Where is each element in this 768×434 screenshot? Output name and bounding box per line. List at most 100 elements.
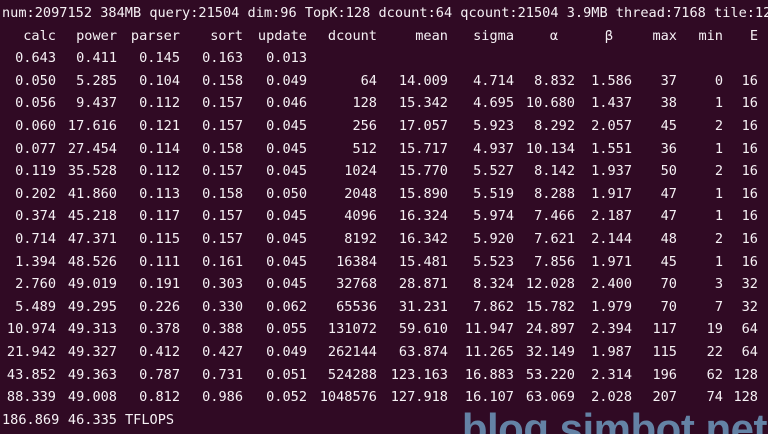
table-row: 0.119 35.528 0.112 0.157 0.045 1024 15.770 5.52… (2, 160, 768, 183)
cell: 15.481 (398, 253, 448, 270)
cell: 2 (714, 117, 723, 134)
cell: 1.551 (591, 140, 632, 157)
cell: 5.519 (473, 185, 514, 202)
cell: 0.045 (266, 163, 307, 180)
cell: 7.621 (534, 230, 575, 247)
cell: 53.220 (525, 366, 575, 383)
cell: 0.050 (266, 185, 307, 202)
cell: 128 (352, 95, 377, 112)
cell: 35.528 (67, 163, 117, 180)
cell: 1.979 (591, 298, 632, 315)
cell: 8.142 (534, 163, 575, 180)
cell: 49.295 (67, 298, 117, 315)
cell (307, 47, 377, 70)
cell: 0.412 (139, 343, 180, 360)
cell: 2 (714, 163, 723, 180)
cell: 41.860 (67, 185, 117, 202)
cell: 16.107 (464, 389, 514, 406)
cell: 31.231 (398, 298, 448, 315)
cell: 2.760 (15, 276, 56, 293)
cell: 32 (741, 276, 758, 293)
table-header-row: calc power parser sort update dcount mean sigma… (2, 25, 768, 48)
cell: 38 (660, 95, 677, 112)
cell: 65536 (336, 298, 377, 315)
cell: 0.191 (139, 276, 180, 293)
cell (377, 47, 448, 70)
cell: 0.986 (202, 389, 243, 406)
cell: 1 (714, 185, 723, 202)
cell: 0.055 (266, 321, 307, 338)
cell: 0.388 (202, 321, 243, 338)
column-header: calc (23, 27, 56, 44)
cell: 10.974 (6, 321, 56, 338)
cell: 1 (714, 95, 723, 112)
cell: 7.856 (534, 253, 575, 270)
cell: 15.342 (398, 95, 448, 112)
cell: 127.918 (390, 389, 448, 406)
cell: 15.717 (398, 140, 448, 157)
cell: 16 (741, 230, 758, 247)
cell: 0.330 (202, 298, 243, 315)
column-header: max (652, 27, 677, 44)
column-header: sigma (473, 27, 514, 44)
cell: 0.226 (139, 298, 180, 315)
cell: 117 (652, 321, 677, 338)
cell: 0.812 (139, 389, 180, 406)
cell: 196 (652, 366, 677, 383)
cell: 2.144 (591, 230, 632, 247)
cell: 22 (706, 343, 723, 360)
cell: 1.917 (591, 185, 632, 202)
cell: 123.163 (390, 366, 448, 383)
cell: 2048 (344, 185, 377, 202)
cell: 43.852 (6, 366, 56, 383)
cell: 50 (660, 163, 677, 180)
cell: 5.923 (473, 117, 514, 134)
column-header: β (604, 27, 613, 44)
cell: 0.157 (202, 208, 243, 225)
cell: 0.049 (266, 72, 307, 89)
cell: 0.643 (15, 50, 56, 67)
cell: 0.117 (139, 208, 180, 225)
cell: 0.056 (15, 95, 56, 112)
cell: 5.523 (473, 253, 514, 270)
table-row: 0.077 27.454 0.114 0.158 0.045 512 15.717 4.937… (2, 138, 768, 161)
cell: 115 (652, 343, 677, 360)
cell: 256 (352, 117, 377, 134)
cell: 4096 (344, 208, 377, 225)
column-header: parser (130, 27, 180, 44)
cell: 17.616 (67, 117, 117, 134)
cell: 0.062 (266, 298, 307, 315)
cell: 16 (741, 117, 758, 134)
cell: 1.987 (591, 343, 632, 360)
cell: 16 (741, 208, 758, 225)
cell: 49.313 (67, 321, 117, 338)
cell: 1048576 (319, 389, 377, 406)
cell: 16 (741, 140, 758, 157)
cell: 0.121 (139, 117, 180, 134)
cell: 17.057 (398, 117, 448, 134)
cell: 0.202 (15, 185, 56, 202)
cell: 2.187 (591, 208, 632, 225)
cell: 0.427 (202, 343, 243, 360)
cell: 63.069 (525, 389, 575, 406)
cell: 0.111 (139, 253, 180, 270)
cell: 0.303 (202, 276, 243, 293)
cell: 0.378 (139, 321, 180, 338)
cell: 19 (706, 321, 723, 338)
cell: 512 (352, 140, 377, 157)
cell: 0.157 (202, 163, 243, 180)
cell: 0.046 (266, 95, 307, 112)
cell: 37 (660, 72, 677, 89)
cell: 5.920 (473, 230, 514, 247)
cell: 1 (714, 208, 723, 225)
cell: 8.832 (534, 72, 575, 89)
cell: 0 (714, 72, 723, 89)
cell: 5.974 (473, 208, 514, 225)
cell: 45.218 (67, 208, 117, 225)
table-row: 0.374 45.218 0.117 0.157 0.045 4096 16.324 5.97… (2, 205, 768, 228)
cell: 1.437 (591, 95, 632, 112)
cell: 0.013 (266, 50, 307, 67)
cell: 0.157 (202, 117, 243, 134)
cell: 0.045 (266, 117, 307, 134)
cell: 2.394 (591, 321, 632, 338)
